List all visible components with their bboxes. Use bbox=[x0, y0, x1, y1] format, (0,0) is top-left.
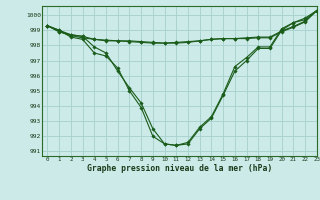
X-axis label: Graphe pression niveau de la mer (hPa): Graphe pression niveau de la mer (hPa) bbox=[87, 164, 272, 173]
